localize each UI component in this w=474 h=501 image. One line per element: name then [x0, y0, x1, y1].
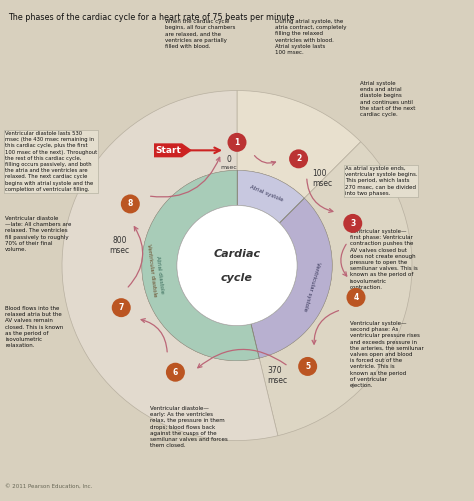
Text: 7: 7 [118, 303, 124, 312]
Text: Atrial diastole: Atrial diastole [155, 256, 164, 294]
Text: 4: 4 [354, 293, 359, 302]
Wedge shape [142, 170, 259, 361]
Text: 8: 8 [128, 199, 133, 208]
Circle shape [166, 363, 185, 382]
Text: Atrial systole
ends and atrial
diastole begins
and continues until
the start of : Atrial systole ends and atrial diastole … [360, 81, 415, 117]
Text: 800
msec: 800 msec [110, 236, 130, 255]
Text: Start: Start [155, 146, 181, 155]
Text: © 2011 Pearson Education, Inc.: © 2011 Pearson Education, Inc. [5, 484, 92, 489]
Circle shape [346, 288, 365, 307]
Text: Atrial systole: Atrial systole [249, 185, 284, 203]
Text: cycle: cycle [221, 273, 253, 283]
Text: As atrial systole ends,
ventricular systole begins.
This period, which lasts
270: As atrial systole ends, ventricular syst… [345, 166, 418, 196]
Text: 2: 2 [296, 154, 301, 163]
FancyArrow shape [154, 143, 192, 157]
Text: 370
msec: 370 msec [267, 366, 287, 385]
Text: The phases of the cardiac cycle for a heart rate of 75 beats per minute: The phases of the cardiac cycle for a he… [8, 13, 294, 22]
Circle shape [298, 357, 317, 376]
Text: Ventricular systole: Ventricular systole [302, 262, 321, 312]
Text: Ventricular diastole—
early: As the ventricles
relax, the pressure in them
drops: Ventricular diastole— early: As the vent… [150, 406, 228, 448]
Circle shape [343, 214, 362, 233]
Text: 0: 0 [227, 155, 231, 164]
Wedge shape [237, 142, 412, 436]
Text: During atrial systole, the
atria contract, completely
filling the relaxed
ventri: During atrial systole, the atria contrac… [275, 19, 346, 55]
Text: 6: 6 [173, 368, 178, 377]
Wedge shape [237, 91, 361, 266]
Circle shape [228, 133, 246, 152]
Circle shape [177, 205, 297, 326]
Circle shape [289, 149, 308, 168]
Text: 1: 1 [234, 138, 240, 147]
Text: Ventricular diastole
—late: All chambers are
relaxed. The ventricles
fill passiv: Ventricular diastole —late: All chambers… [5, 216, 72, 252]
Wedge shape [251, 198, 332, 358]
Text: msec: msec [220, 165, 237, 170]
Text: 5: 5 [305, 362, 310, 371]
Wedge shape [237, 170, 304, 223]
Wedge shape [62, 91, 278, 440]
Circle shape [121, 194, 140, 213]
Wedge shape [142, 170, 332, 361]
Text: Ventricular systole—
second phase: As
ventricular pressure rises
and exceeds pre: Ventricular systole— second phase: As ve… [350, 321, 424, 388]
Circle shape [112, 298, 131, 317]
Text: Blood flows into the
relaxed atria but the
AV valves remain
closed. This is know: Blood flows into the relaxed atria but t… [5, 306, 63, 348]
Text: Ventricular systole—
first phase: Ventricular
contraction pushes the
AV valves c: Ventricular systole— first phase: Ventri… [350, 229, 418, 290]
Text: 3: 3 [350, 219, 356, 228]
Text: Ventricular diastole lasts 530
msec (the 430 msec remaining in
this cardiac cycl: Ventricular diastole lasts 530 msec (the… [5, 131, 97, 192]
Text: Ventricular diastole: Ventricular diastole [146, 244, 157, 298]
Text: 100
msec: 100 msec [312, 169, 332, 188]
Text: When the cardiac cycle
begins, all four chambers
are relaxed, and the
ventricles: When the cardiac cycle begins, all four … [165, 19, 236, 49]
Text: Cardiac: Cardiac [213, 248, 261, 259]
